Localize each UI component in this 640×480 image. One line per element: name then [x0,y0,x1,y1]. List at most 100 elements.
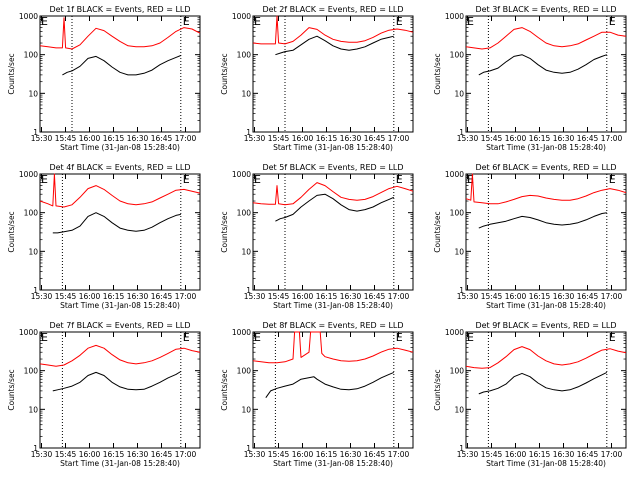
x-tick-label: 15:30 [31,292,53,301]
x-tick-label: 15:30 [244,450,266,459]
x-tick-label: 16:00 [292,450,314,459]
detector-plot-9: Det 9f BLACK = Events, RED = LLD 1 10 100 10… [433,321,627,468]
x-tick-label: 16:30 [127,134,149,143]
x-tick-label: 16:30 [127,450,149,459]
event-marker-label: E [183,15,190,28]
x-axis-label: Start Time (31-Jan-08 15:28:40) [486,301,606,310]
series-lld-line [465,27,627,50]
event-marker-label: E [254,331,261,344]
y-tick-label: 100 [24,51,39,60]
detector-plot-5: Det 5f BLACK = Events, RED = LLD 1 10 100 10… [220,163,414,310]
series-events-line [275,35,394,56]
x-tick-label: 15:45 [55,450,77,459]
detector-plot-6: Det 6f BLACK = Events, RED = LLD 1 10 100 10… [433,163,627,310]
plot-title: Det 8f BLACK = Events, RED = LLD [262,321,403,330]
detector-plot-7: Det 7f BLACK = Events, RED = LLD 1 10 100 10… [7,321,201,468]
y-axis-label: Counts/sec [433,211,442,252]
event-marker-label: E [41,15,48,28]
x-axis-label: Start Time (31-Jan-08 15:28:40) [60,301,180,310]
event-marker-label: E [467,15,474,28]
x-tick-label: 15:45 [268,292,290,301]
x-tick-label: 16:00 [79,292,101,301]
x-tick-label: 15:45 [481,134,503,143]
x-tick-label: 15:30 [457,292,479,301]
x-tick-label: 16:30 [553,450,575,459]
y-tick-label: 1000 [19,328,38,337]
detector-plot-3: Det 3f BLACK = Events, RED = LLD 1 10 100 10… [433,5,627,152]
x-tick-label: 16:30 [127,292,149,301]
y-axis-label: Counts/sec [433,53,442,94]
detector-plot-1: Det 1f BLACK = Events, RED = LLD 1 10 100 10… [7,5,201,152]
x-tick-label: 16:45 [364,134,386,143]
y-tick-label: 1 [33,128,38,137]
x-axis-label: Start Time (31-Jan-08 15:28:40) [486,459,606,468]
plot-frame [465,331,627,449]
y-axis-label: Counts/sec [7,53,16,94]
event-marker-label: E [41,331,48,344]
series-events-line [62,55,181,76]
y-tick-label: 1000 [445,170,464,179]
event-marker-label: E [254,15,261,28]
plot-frame [465,173,627,291]
x-tick-label: 16:45 [577,292,599,301]
y-tick-label: 1 [459,444,464,453]
y-tick-label: 1000 [232,12,251,21]
y-tick-label: 100 [450,367,465,376]
detector-plot-4: Det 4f BLACK = Events, RED = LLD 1 10 100 10… [7,163,201,310]
y-tick-label: 100 [24,209,39,218]
x-axis-label: Start Time (31-Jan-08 15:28:40) [273,143,393,152]
x-tick-label: 16:30 [340,134,362,143]
plot-frame [39,331,201,449]
y-tick-label: 100 [24,367,39,376]
x-tick-label: 15:45 [481,292,503,301]
y-tick-label: 1000 [19,170,38,179]
y-axis-label: Counts/sec [220,53,229,94]
event-marker-label: E [41,173,48,186]
series-lld-line [465,173,627,205]
event-marker-label: E [609,331,616,344]
event-marker-label: E [183,173,190,186]
y-tick-label: 1 [246,128,251,137]
x-tick-label: 16:15 [103,450,125,459]
x-tick-label: 15:45 [55,134,77,143]
y-tick-label: 100 [450,209,465,218]
x-axis-label: Start Time (31-Jan-08 15:28:40) [273,459,393,468]
y-axis-label: Counts/sec [220,369,229,410]
y-tick-label: 10 [241,247,251,256]
y-tick-label: 10 [241,89,251,98]
y-axis-label: Counts/sec [220,211,229,252]
x-tick-label: 16:15 [529,292,551,301]
x-axis-label: Start Time (31-Jan-08 15:28:40) [273,301,393,310]
y-tick-label: 10 [28,405,38,414]
x-tick-label: 16:15 [529,134,551,143]
x-tick-label: 15:45 [55,292,77,301]
plot-frame [39,173,201,291]
y-axis-label: Counts/sec [7,369,16,410]
x-tick-label: 16:15 [529,450,551,459]
x-tick-label: 16:45 [577,450,599,459]
x-axis-label: Start Time (31-Jan-08 15:28:40) [60,143,180,152]
y-tick-label: 100 [237,367,252,376]
plot-frame [252,331,414,449]
y-tick-label: 1 [246,444,251,453]
plot-title: Det 7f BLACK = Events, RED = LLD [49,321,190,330]
x-tick-label: 16:30 [553,134,575,143]
series-lld-line [465,346,627,369]
x-tick-label: 16:30 [340,292,362,301]
event-marker-label: E [467,173,474,186]
series-lld-line [252,15,414,45]
y-tick-label: 10 [28,89,38,98]
x-tick-label: 15:45 [481,450,503,459]
series-events-line [478,371,608,395]
x-tick-label: 15:45 [268,450,290,459]
x-tick-label: 16:00 [505,292,527,301]
series-lld-line [39,173,201,208]
y-tick-label: 1000 [232,170,251,179]
y-tick-label: 10 [241,405,251,414]
y-axis-label: Counts/sec [7,211,16,252]
y-tick-label: 1 [459,128,464,137]
y-tick-label: 10 [28,247,38,256]
x-tick-label: 16:15 [103,134,125,143]
x-tick-label: 17:00 [175,292,197,301]
